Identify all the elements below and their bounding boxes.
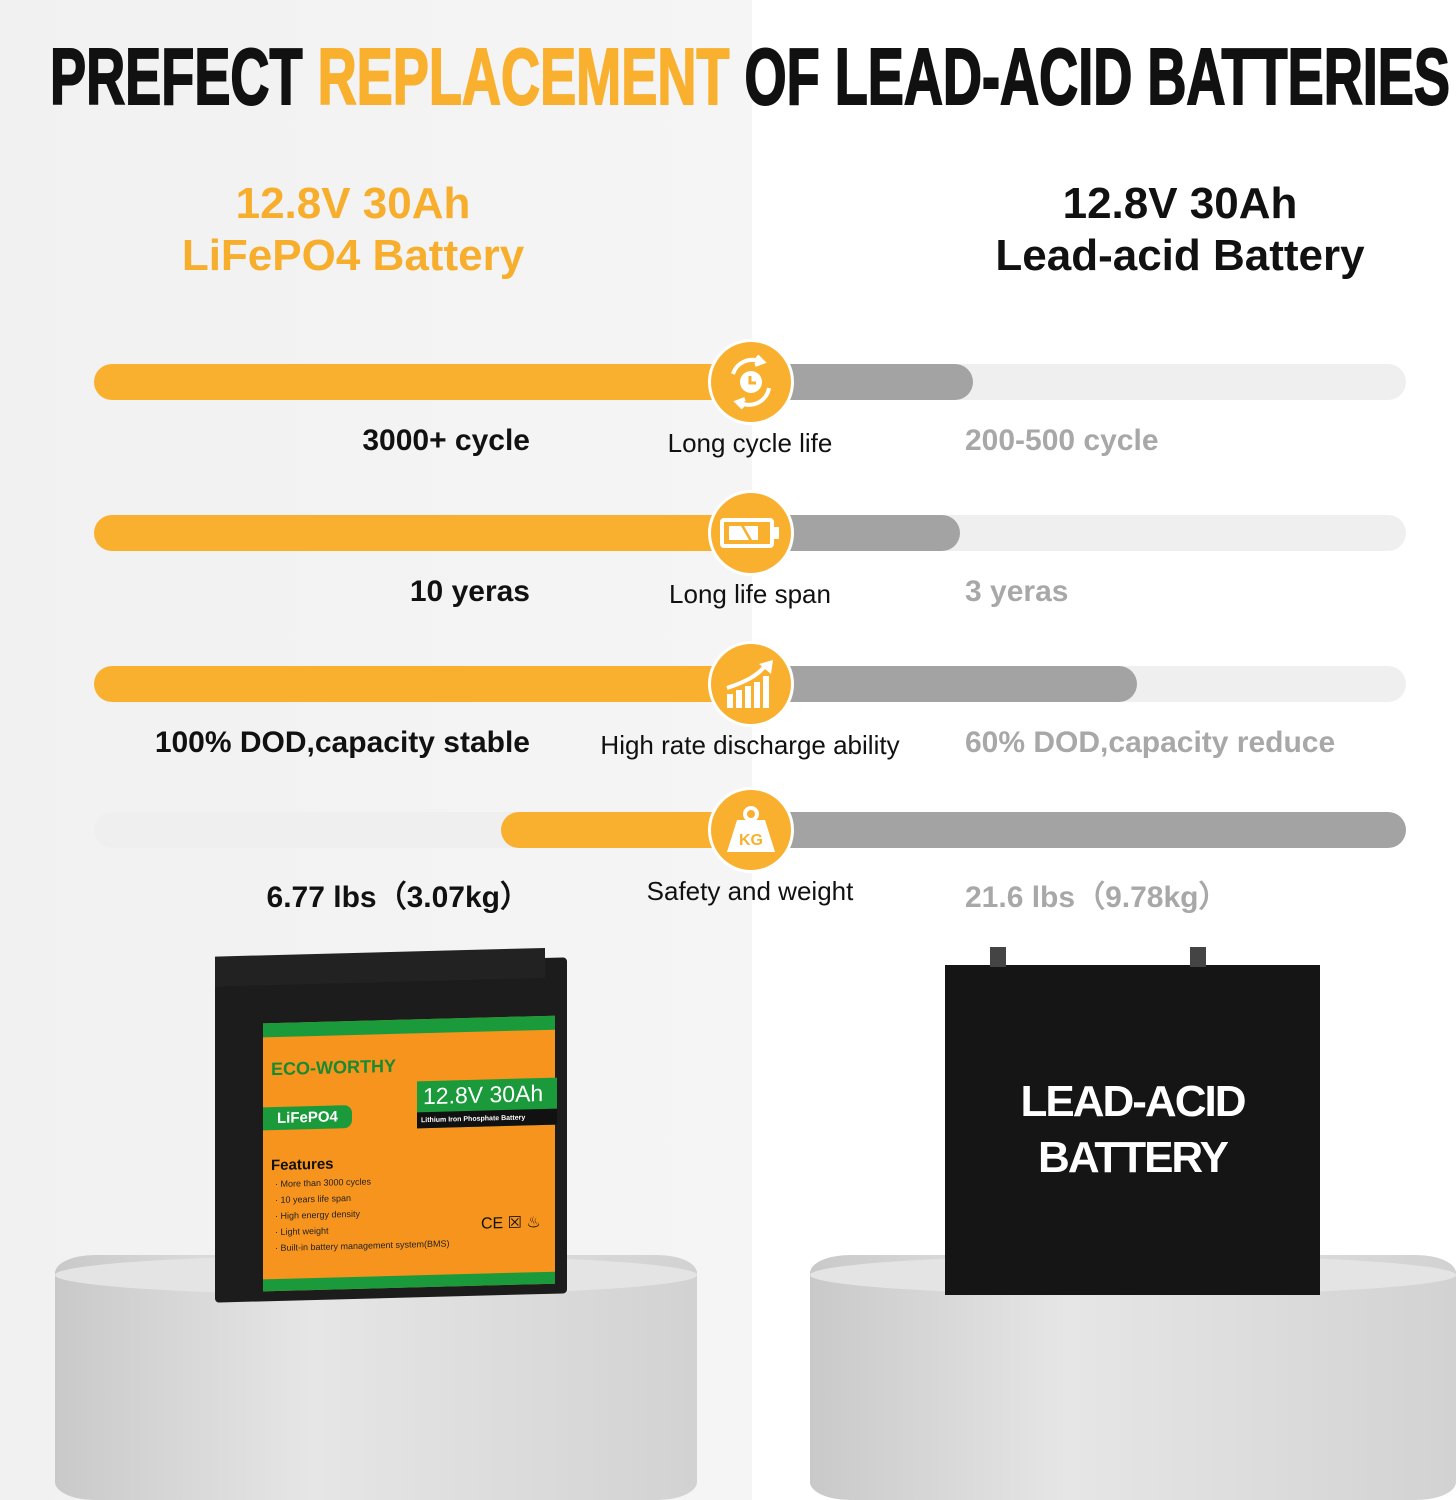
lead-acid-bar xyxy=(732,666,1138,702)
lifepo4-bar xyxy=(94,666,768,702)
feature-label: High rate discharge ability xyxy=(600,730,900,760)
weight-kg-icon: KG xyxy=(708,787,794,873)
page-title-text: PREFECT REPLACEMENT OF LEAD-ACID BATTERI… xyxy=(50,32,1450,121)
lead-acid-bar xyxy=(732,812,1406,848)
feature-item: · Built-in battery management system(BMS… xyxy=(275,1238,450,1254)
cert-marks: CE ☒ ♨ xyxy=(481,1214,541,1233)
lead-acid-text: LEAD-ACID BATTERY xyxy=(1020,1074,1247,1186)
title-part2: OF LEAD-ACID BATTERIES xyxy=(729,32,1450,121)
lifepo4-heading-line1: 12.8V 30Ah xyxy=(235,179,471,228)
lead-acid-heading-line2: Lead-acid Battery xyxy=(995,231,1365,280)
title-part1: PREFECT xyxy=(50,32,318,121)
terminal xyxy=(1190,947,1206,967)
cycle-clock-icon xyxy=(708,339,794,425)
lead-acid-value: 3 yeras xyxy=(965,575,1069,608)
page-title-svg: PREFECT REPLACEMENT OF LEAD-ACID BATTERI… xyxy=(49,31,1451,122)
lead-acid-text-line2: BATTERY xyxy=(1038,1133,1229,1182)
feature-label: Long life span xyxy=(669,579,831,609)
lead-acid-value: 200-500 cycle xyxy=(965,424,1159,457)
lifepo4-heading-line2: LiFePO4 Battery xyxy=(181,231,525,280)
feature-label: Long cycle life xyxy=(667,428,833,458)
lifepo4-bar xyxy=(94,515,768,551)
feature-item: · Light weight xyxy=(275,1225,329,1238)
lifepo4-value: 3000+ cycle xyxy=(362,424,530,457)
terminal xyxy=(990,947,1006,967)
feature-label: Safety and weight xyxy=(646,876,854,906)
lead-acid-heading: 12.8V 30Ah Lead-acid Battery xyxy=(930,178,1430,282)
lead-acid-text-line1: LEAD-ACID xyxy=(1020,1077,1247,1126)
lifepo4-value: 6.77 lbs（3.07kg） xyxy=(266,881,530,914)
lead-acid-heading-line1: 12.8V 30Ah xyxy=(1062,179,1298,228)
battery-icon xyxy=(708,490,794,576)
feature-item: · More than 3000 cycles xyxy=(275,1176,372,1190)
feature-item: · High energy density xyxy=(275,1208,361,1222)
title-highlight: REPLACEMENT xyxy=(318,32,730,121)
lifepo4-bar xyxy=(94,364,768,400)
battery-chemistry: LiFePO4 xyxy=(263,1105,352,1131)
lifepo4-battery-image: ECO-WORTHY LiFePO4 12.8V 30Ah Lithium Ir… xyxy=(215,947,567,1303)
battery-brand: ECO-WORTHY xyxy=(271,1055,396,1080)
lead-acid-value: 60% DOD,capacity reduce xyxy=(965,726,1336,759)
weight-kg-icon-text: KG xyxy=(739,832,763,849)
page-title: PREFECT REPLACEMENT OF LEAD-ACID BATTERI… xyxy=(0,28,1456,128)
lifepo4-heading: 12.8V 30Ah LiFePO4 Battery xyxy=(100,178,606,282)
lifepo4-value: 10 yeras xyxy=(409,575,530,608)
battery-label: ECO-WORTHY LiFePO4 12.8V 30Ah Lithium Ir… xyxy=(263,1015,557,1292)
right-pedestal xyxy=(810,1255,1456,1500)
lifepo4-value: 100% DOD,capacity stable xyxy=(154,726,530,759)
lead-acid-battery-image: LEAD-ACID BATTERY xyxy=(945,947,1320,1295)
growth-chart-icon xyxy=(708,641,794,727)
features-title: Features xyxy=(271,1155,334,1175)
feature-item: · 10 years life span xyxy=(275,1193,352,1206)
lead-acid-value: 21.6 lbs（9.78kg） xyxy=(965,881,1229,914)
